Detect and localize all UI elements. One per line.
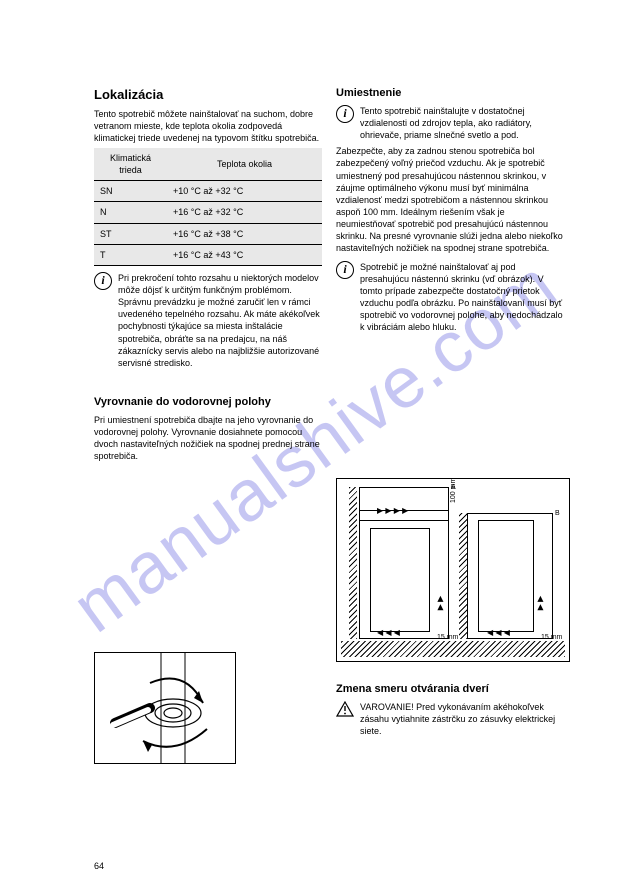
heading-position: Umiestnenie	[336, 86, 564, 101]
tip-install: Spotrebič je možné nainštalovať aj pod p…	[360, 261, 564, 334]
fig-leveling	[94, 652, 236, 764]
heading-level: Vyrovnanie do vodorovnej polohy	[94, 395, 322, 410]
th-temp: Teplota okolia	[167, 148, 322, 181]
lbl-15a: 15 mm	[437, 633, 458, 642]
lbl-15b: 15 mm	[541, 633, 562, 642]
th-class: Klimatická trieda	[94, 148, 167, 181]
table-row: N+16 °C až +32 °C	[94, 202, 322, 223]
p-position-1: Tento spotrebič nainštalujte v dostatočn…	[360, 105, 564, 141]
p-level: Pri umiestnení spotrebiča dbajte na jeho…	[94, 414, 322, 463]
table-row: SN+10 °C až +32 °C	[94, 181, 322, 202]
lbl-B: B	[555, 509, 560, 518]
info-icon: i	[336, 105, 354, 123]
table-row: ST+16 °C až +38 °C	[94, 223, 322, 244]
p-position-2: Zabezpečte, aby za zadnou stenou spotreb…	[336, 145, 564, 254]
tip-range: Pri prekročení tohto rozsahu u niektorýc…	[118, 272, 322, 369]
p-location: Tento spotrebič môžete nainštalovať na s…	[94, 108, 322, 144]
warning-icon	[336, 701, 354, 741]
table-row: T+16 °C až +43 °C	[94, 244, 322, 265]
lbl-100: 100 mm	[449, 478, 458, 503]
page-number: 64	[94, 860, 104, 872]
info-icon: i	[94, 272, 112, 290]
climate-table: Klimatická trieda Teplota okolia SN+10 °…	[94, 148, 322, 266]
p-reverse: VAROVANIE! Pred vykonávaním akéhokoľvek …	[360, 701, 564, 737]
info-icon: i	[336, 261, 354, 279]
heading-location: Lokalizácia	[94, 86, 322, 104]
fig-ventilation: ▶ ▶ ▶ ▶ A 100 mm B ◀ ◀ ◀ ◀ ◀ ◀ ▶ ▶ ▶ ▶ 1…	[336, 478, 570, 662]
heading-reverse: Zmena smeru otvárania dverí	[336, 682, 564, 697]
